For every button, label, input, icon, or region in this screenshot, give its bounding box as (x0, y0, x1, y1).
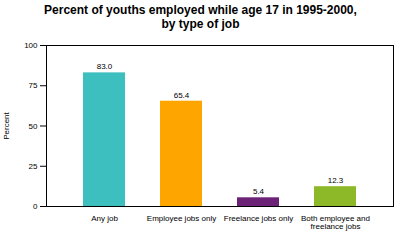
svg-text:65.4: 65.4 (174, 91, 190, 100)
svg-text:Any job: Any job (91, 214, 118, 223)
svg-text:Freelance jobs only: Freelance jobs only (224, 214, 293, 223)
svg-text:25: 25 (29, 162, 38, 171)
svg-text:75: 75 (29, 81, 38, 90)
svg-text:Percent: Percent (2, 111, 11, 139)
svg-text:0: 0 (33, 202, 38, 211)
svg-text:Employee jobs only: Employee jobs only (147, 214, 216, 223)
html-text:Percent of youths employed whi: Percent of youths employed while age 17 … (44, 3, 357, 31)
svg-text:12.3: 12.3 (328, 176, 344, 185)
svg-text:100: 100 (24, 41, 38, 50)
svg-text:83.0: 83.0 (97, 62, 113, 71)
svg-text:5.4: 5.4 (253, 187, 265, 196)
svg-text:50: 50 (29, 122, 38, 131)
svg-text:Both employee andfreelance job: Both employee andfreelance jobs (301, 214, 370, 231)
